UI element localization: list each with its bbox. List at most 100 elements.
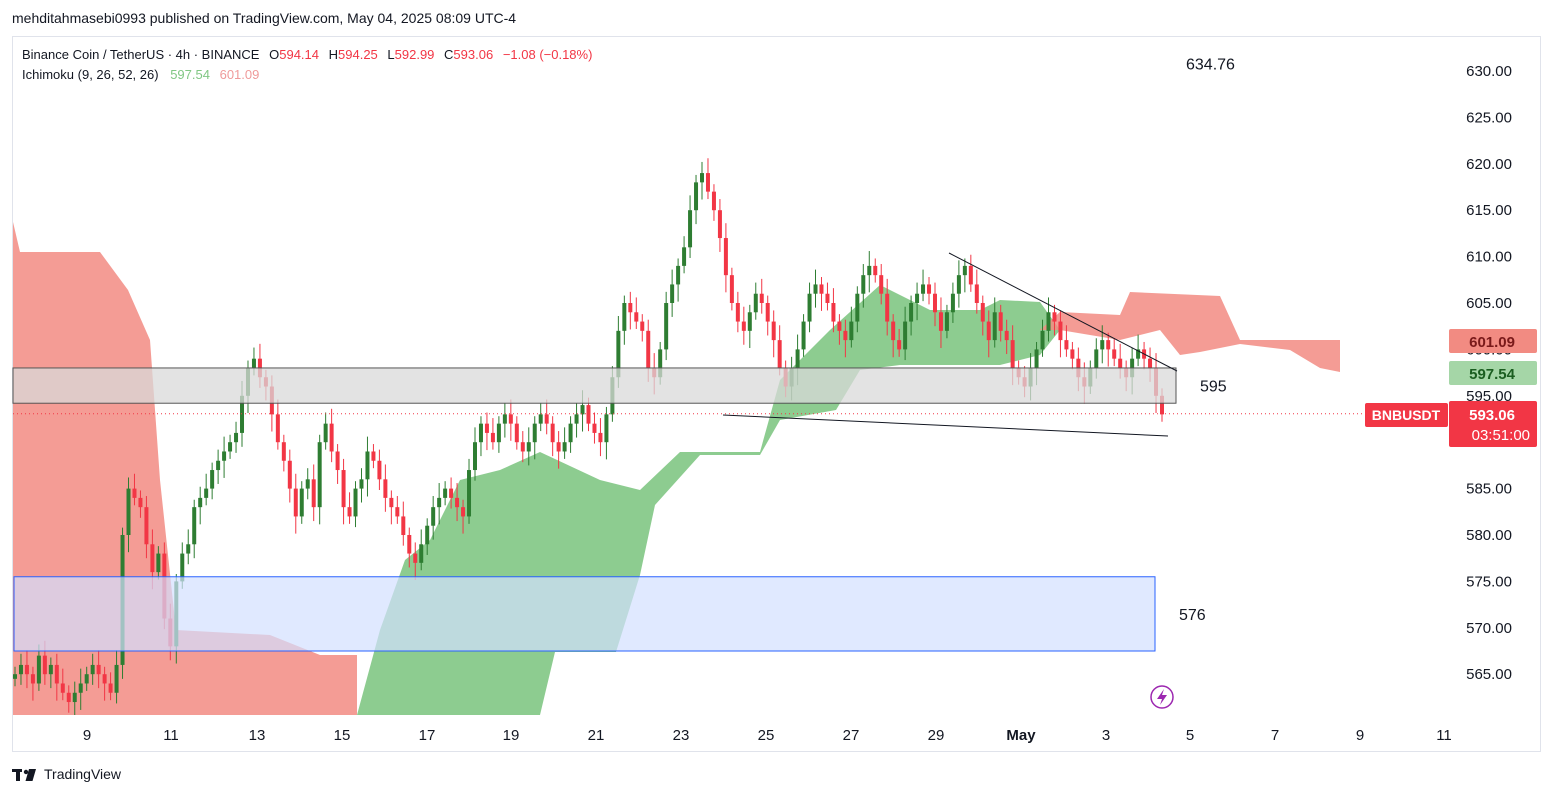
candle xyxy=(873,258,878,283)
candle-body xyxy=(126,488,131,535)
candle-body xyxy=(150,544,155,573)
candle-body xyxy=(508,414,513,424)
candle xyxy=(1106,332,1111,367)
candle-body xyxy=(831,303,836,322)
candle xyxy=(735,291,740,333)
legend-open-label: O xyxy=(269,47,280,62)
footer-brand[interactable]: TradingView xyxy=(44,766,122,782)
candle-body xyxy=(927,284,932,294)
candle xyxy=(305,468,310,500)
candle-body xyxy=(216,460,221,471)
legend-symbol[interactable]: Binance Coin / TetherUS · 4h · BINANCE xyxy=(22,47,260,62)
candle-body xyxy=(711,191,716,211)
candle xyxy=(562,427,567,459)
y-tick-label: 625.00 xyxy=(1466,109,1512,126)
ichimoku-cloud-bearish-future xyxy=(1040,292,1340,372)
candle-body xyxy=(54,664,59,684)
candle xyxy=(287,449,292,503)
candle-body xyxy=(717,210,722,239)
candle-body xyxy=(222,451,227,461)
candle xyxy=(867,251,872,293)
candle-body xyxy=(962,265,967,276)
candle xyxy=(705,158,710,200)
candle-body xyxy=(837,321,842,331)
candle xyxy=(335,444,340,484)
zone-label-1: 634.76 xyxy=(1186,57,1235,74)
candle-body xyxy=(443,488,448,498)
candle xyxy=(66,685,71,713)
candle-body xyxy=(592,423,597,433)
candle xyxy=(395,496,400,524)
zone-box-2 xyxy=(13,576,1156,652)
x-tick-label: 21 xyxy=(588,727,605,744)
candle-body xyxy=(234,432,239,443)
candle-body xyxy=(526,442,531,452)
candle xyxy=(986,310,991,358)
candle xyxy=(831,288,836,333)
candle-body xyxy=(383,479,388,498)
legend-indicator[interactable]: Ichimoku (9, 26, 52, 26) xyxy=(22,67,159,82)
candle xyxy=(592,412,597,444)
candle-body xyxy=(897,340,902,350)
candle-body xyxy=(664,303,669,350)
candle xyxy=(520,431,525,463)
candle-body xyxy=(950,293,955,313)
lightning-icon[interactable] xyxy=(1150,685,1174,709)
candle-body xyxy=(753,293,758,313)
candle-body xyxy=(299,488,304,517)
candle xyxy=(96,650,101,689)
candle xyxy=(962,258,967,293)
candle xyxy=(138,490,143,518)
candle-body xyxy=(323,423,328,443)
candle xyxy=(879,264,884,305)
candle-body xyxy=(1010,340,1015,368)
candle-body xyxy=(574,414,579,424)
candle xyxy=(413,542,418,581)
candle-body xyxy=(180,553,185,582)
candle-body xyxy=(813,284,818,294)
candle xyxy=(1040,319,1045,357)
candle-body xyxy=(90,664,95,675)
x-tick-label: 23 xyxy=(673,727,690,744)
candle-body xyxy=(18,664,23,675)
candle xyxy=(1064,325,1069,357)
candle-body xyxy=(293,488,298,517)
candle xyxy=(980,295,985,336)
candle-body xyxy=(705,173,710,192)
candle xyxy=(377,449,382,490)
tradingview-logo-icon[interactable] xyxy=(12,768,38,781)
candle-body xyxy=(281,442,286,461)
candle xyxy=(747,304,752,349)
candle-body xyxy=(562,442,567,452)
candle-body xyxy=(658,349,663,378)
candle xyxy=(293,473,298,534)
candle-body xyxy=(1118,358,1123,368)
candle xyxy=(723,223,728,293)
candle-body xyxy=(819,284,824,294)
candle-body xyxy=(807,293,812,322)
candle xyxy=(48,657,53,689)
candle-body xyxy=(634,312,639,322)
candle xyxy=(401,501,406,546)
candle-body xyxy=(144,507,149,545)
candle xyxy=(365,436,370,497)
candle-body xyxy=(1070,349,1075,359)
x-tick-label: 11 xyxy=(1436,727,1452,744)
candle-body xyxy=(980,303,985,322)
candle-body xyxy=(478,423,483,443)
candle-body xyxy=(204,488,209,498)
candle xyxy=(72,681,77,715)
legend-low: 592.99 xyxy=(394,47,435,62)
candle xyxy=(664,291,669,361)
candle-body xyxy=(472,442,477,471)
legend-close: 593.06 xyxy=(453,47,494,62)
candle-body xyxy=(867,265,872,276)
candle-body xyxy=(48,664,53,675)
candle xyxy=(24,650,29,689)
candle xyxy=(825,282,830,311)
candle-body xyxy=(317,442,322,508)
candle xyxy=(897,328,902,357)
candle xyxy=(568,416,573,453)
candle xyxy=(950,282,955,323)
